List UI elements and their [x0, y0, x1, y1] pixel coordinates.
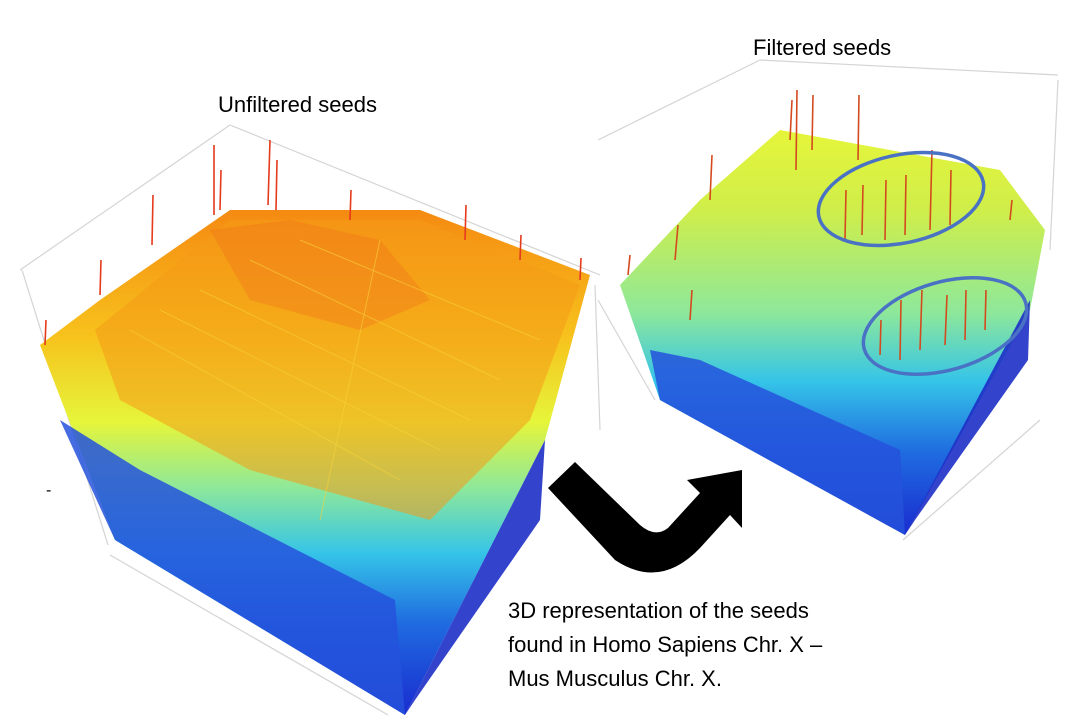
curved-arrow-icon — [548, 462, 742, 573]
figure-caption: 3D representation of the seeds found in … — [508, 594, 888, 696]
left-surface-base-front — [60, 420, 405, 715]
right-axes-box — [597, 59, 1059, 541]
left-surface-spikes — [44, 139, 582, 346]
stray-tick-mark: - — [46, 482, 52, 499]
left-surface-hot-band — [210, 220, 430, 330]
right-surface-spikes — [627, 89, 1013, 361]
left-surface-hot-region — [95, 220, 580, 520]
left-surface-texture — [129, 239, 541, 521]
caption-line-2: found in Homo Sapiens Chr. X – — [508, 632, 823, 657]
filtered-surface-plot — [597, 59, 1059, 541]
left-surface-base-right — [405, 440, 545, 715]
caption-line-3: Mus Musculus Chr. X. — [508, 666, 722, 691]
unfiltered-surface-plot — [19, 124, 601, 716]
right-surface-base-right — [905, 300, 1030, 535]
highlight-ellipse-upper — [816, 150, 986, 248]
filtered-title: Filtered seeds — [753, 35, 892, 60]
unfiltered-title: Unfiltered seeds — [218, 92, 377, 117]
caption-line-1: 3D representation of the seeds — [508, 598, 809, 623]
highlight-ellipse-lower — [861, 276, 1029, 376]
right-surface-base-front — [650, 350, 905, 535]
